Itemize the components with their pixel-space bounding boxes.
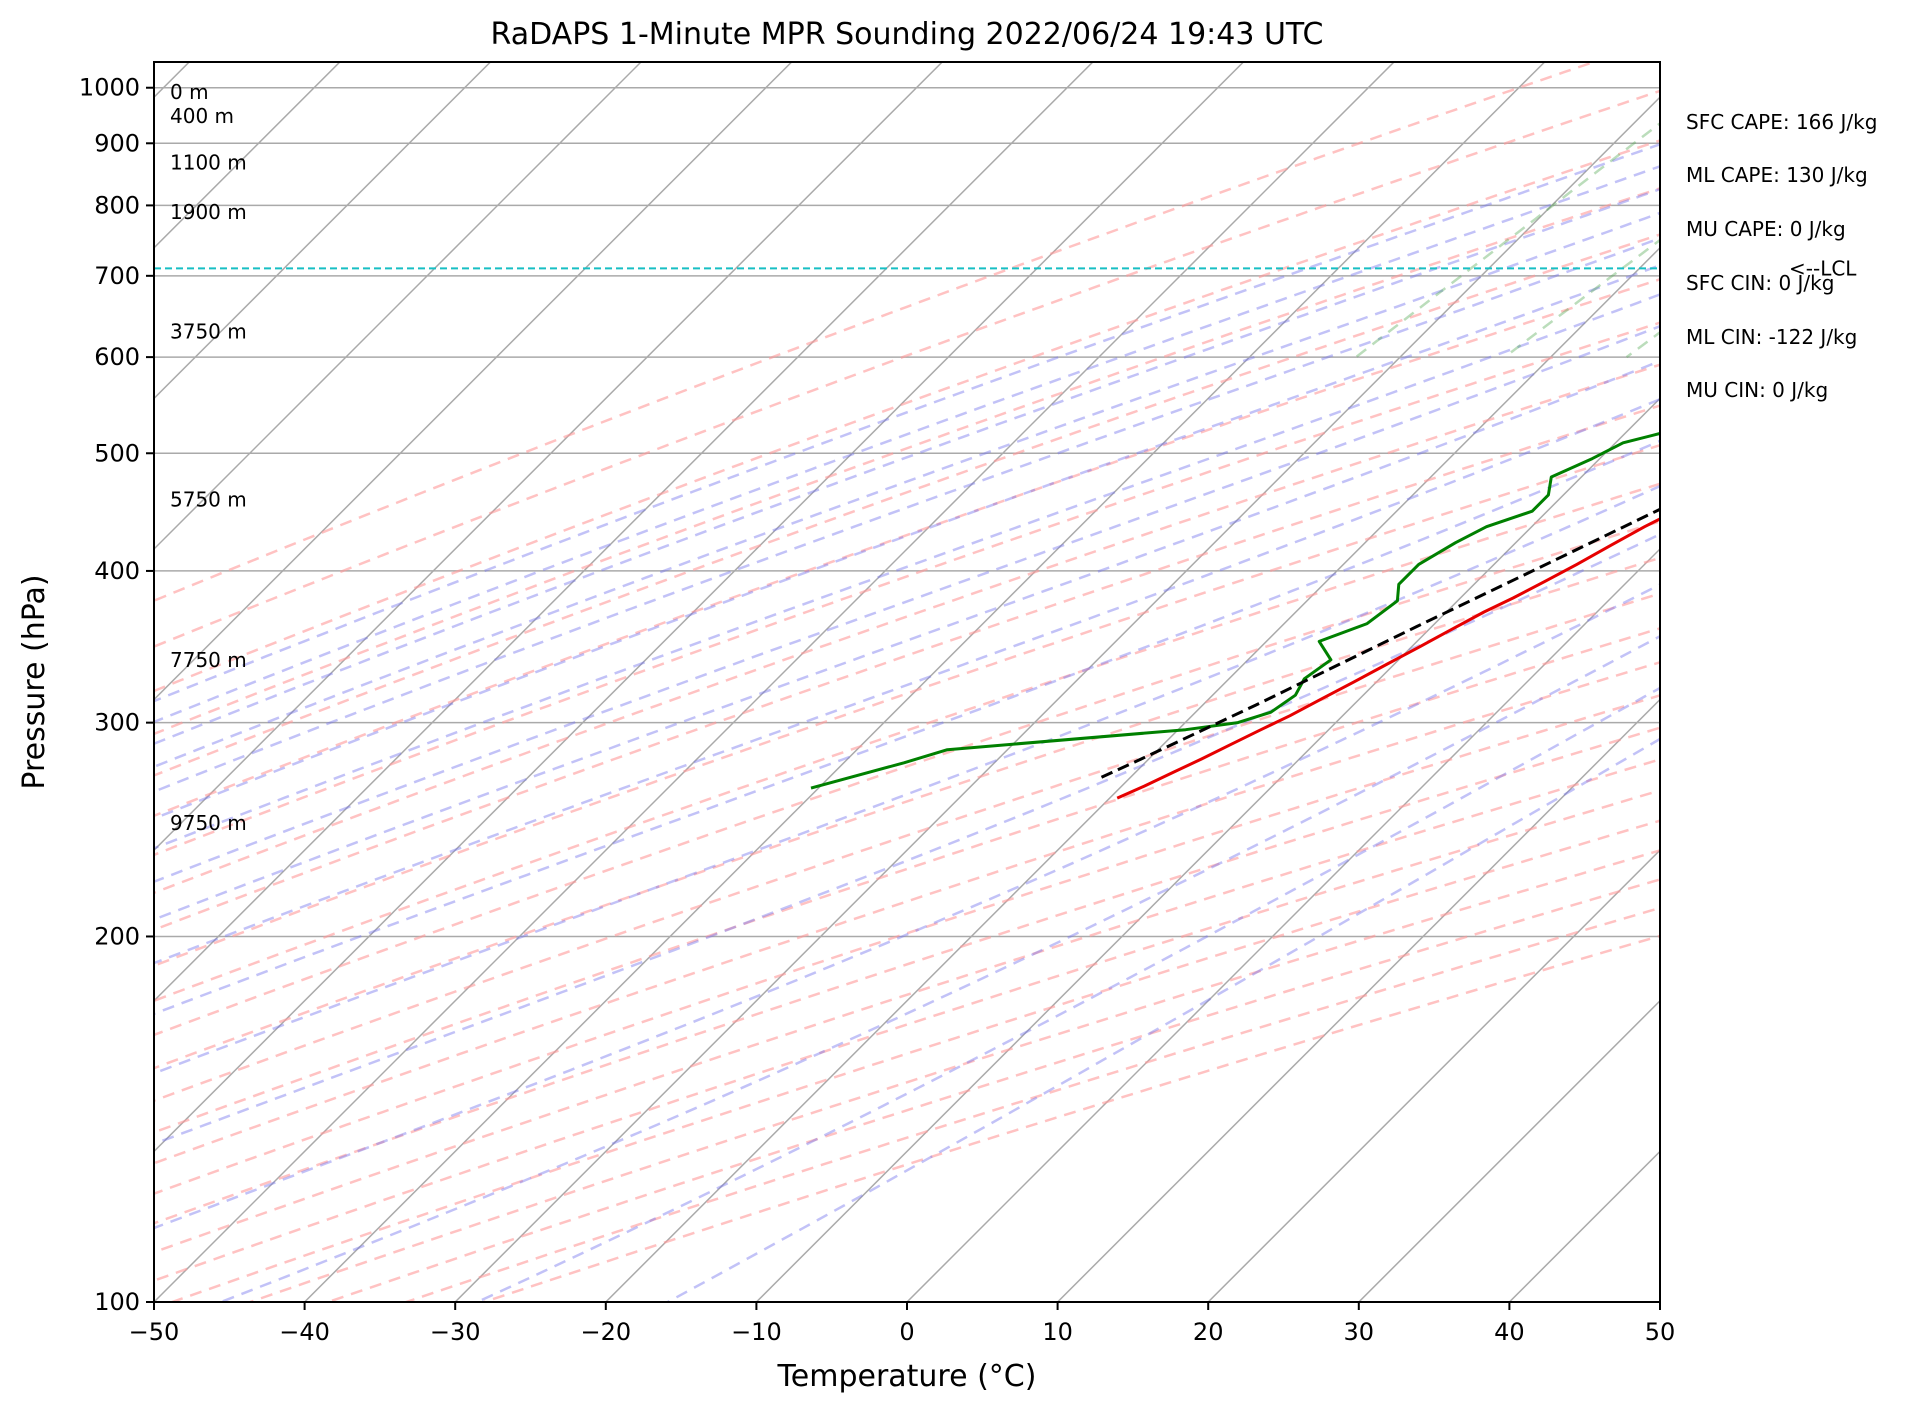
dry-adiabat	[154, 89, 1660, 648]
isotherm-line	[1207, 849, 1660, 1302]
x-tick-label: −20	[580, 1318, 631, 1346]
moist-adiabat	[154, 142, 1660, 703]
x-tick-label: 40	[1494, 1318, 1525, 1346]
isotherm-line	[154, 62, 793, 701]
moist-adiabat	[154, 263, 1660, 820]
x-tick-label: −50	[129, 1318, 180, 1346]
y-tick-label: 900	[94, 129, 140, 157]
isotherm-line	[303, 62, 1546, 1302]
x-tick-label: −40	[279, 1318, 330, 1346]
x-axis: −50 −40 −30 −20 −10 0 10 20 30 40 50	[129, 1302, 1676, 1346]
x-tick-label: 50	[1645, 1318, 1676, 1346]
index-mu-cin: MU CIN: 0 J/kg	[1686, 378, 1828, 402]
height-label: 9750 m	[170, 811, 247, 835]
dry-adiabat	[154, 726, 1660, 1225]
background-lines	[154, 62, 1660, 1302]
dry-adiabat	[154, 321, 1660, 857]
height-label: 5750 m	[170, 488, 247, 512]
dry-adiabat	[154, 62, 1598, 603]
index-sfc-cape: SFC CAPE: 166 J/kg	[1686, 110, 1877, 134]
dry-adiabat	[154, 404, 1660, 932]
dry-adiabat	[154, 363, 1660, 895]
y-tick-label: 600	[94, 343, 140, 371]
index-ml-cin: ML CIN: -122 J/kg	[1686, 325, 1857, 349]
parcel-trace	[1098, 507, 1660, 780]
temperature-trace	[1116, 517, 1660, 800]
moist-adiabat	[154, 359, 1660, 921]
x-tick-label: 10	[1042, 1318, 1073, 1346]
moist-adiabat	[154, 484, 1660, 1075]
isotherm-line	[1056, 698, 1660, 1302]
index-sfc-cin: SFC CIN: 0 J/kg	[1686, 271, 1834, 295]
height-label: 1100 m	[170, 150, 247, 174]
y-tick-label: 800	[94, 191, 140, 219]
moist-adiabat	[154, 324, 1660, 884]
isotherm-line	[755, 397, 1660, 1302]
y-tick-label: 500	[94, 439, 140, 467]
index-mu-cape: MU CAPE: 0 J/kg	[1686, 217, 1846, 241]
isotherm-line	[154, 62, 944, 852]
dry-adiabat	[154, 660, 1660, 1165]
height-label: 7750 m	[170, 648, 247, 672]
moist-adiabat	[154, 583, 1660, 1230]
x-tick-label: −30	[430, 1318, 481, 1346]
stability-indices: SFC CAPE: 166 J/kg ML CAPE: 130 J/kg MU …	[1686, 110, 1877, 402]
y-tick-label: 100	[94, 1288, 140, 1316]
isotherm-line	[454, 96, 1660, 1302]
x-tick-label: 20	[1193, 1318, 1224, 1346]
x-axis-label: Temperature (°C)	[777, 1359, 1037, 1394]
isotherm-line	[154, 62, 492, 400]
y-tick-label: 1000	[79, 74, 140, 102]
y-tick-label: 200	[94, 922, 140, 950]
y-axis-label: Pressure (hPa)	[17, 574, 52, 789]
sounding-traces	[810, 431, 1660, 800]
dry-adiabat	[154, 277, 1660, 818]
moist-adiabat	[154, 293, 1660, 850]
isotherm-line	[1357, 999, 1660, 1302]
isotherm-line	[905, 547, 1660, 1302]
height-label: 400 m	[170, 104, 234, 128]
dewpoint-trace	[810, 431, 1660, 790]
isotherm-line	[604, 246, 1660, 1302]
height-label: 0 m	[170, 80, 209, 104]
dry-adiabat	[154, 789, 1660, 1282]
isotherm-line	[154, 62, 1245, 1153]
height-label: 1900 m	[170, 200, 247, 224]
moist-adiabat	[154, 187, 1660, 746]
y-tick-label: 300	[94, 709, 140, 737]
index-ml-cape: ML CAPE: 130 J/kg	[1686, 163, 1868, 187]
isotherm-line	[154, 62, 1094, 1002]
lcl-label: <--LCL	[1789, 256, 1857, 280]
isotherm-line	[154, 62, 643, 551]
y-tick-label: 700	[94, 262, 140, 290]
y-axis: 100 200 300 400 500 600 700 800 900 1000	[79, 74, 154, 1316]
dry-adiabat	[154, 139, 1660, 693]
x-tick-label: 30	[1344, 1318, 1375, 1346]
moist-adiabat	[154, 165, 1660, 724]
mixing-ratio-line	[1355, 121, 1660, 359]
x-tick-label: 0	[899, 1318, 914, 1346]
isotherm-line	[154, 62, 1396, 1302]
moist-adiabat	[476, 686, 1660, 1302]
moist-adiabat	[154, 532, 1660, 1146]
dry-adiabat	[154, 482, 1660, 1003]
y-tick-label: 400	[94, 557, 140, 585]
x-tick-label: −10	[731, 1318, 782, 1346]
chart-title: RaDAPS 1-Minute MPR Sounding 2022/06/24 …	[491, 17, 1324, 52]
height-label: 3750 m	[170, 319, 247, 343]
dry-adiabat	[154, 627, 1660, 1134]
dry-adiabat	[154, 556, 1660, 1070]
